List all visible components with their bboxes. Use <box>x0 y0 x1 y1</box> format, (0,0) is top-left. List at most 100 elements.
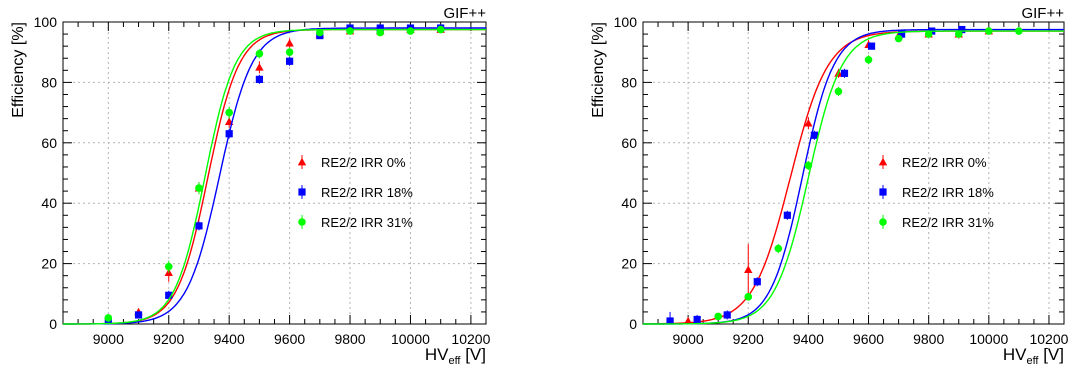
data-point <box>714 312 722 321</box>
panel-2-xlabel-sub: eff <box>1026 355 1039 366</box>
fit-curve <box>63 28 486 325</box>
data-point <box>225 108 233 117</box>
legend-marker <box>878 157 888 166</box>
y-tick-label: 100 <box>614 14 638 30</box>
data-point <box>406 27 415 35</box>
data-point <box>774 244 783 253</box>
fit-curve <box>643 30 1064 325</box>
legend-marker <box>879 188 887 196</box>
fit-curve <box>63 27 486 325</box>
x-tick-label: 9400 <box>214 331 245 347</box>
data-point <box>225 130 233 138</box>
data-point <box>376 24 384 32</box>
data-point <box>834 87 843 96</box>
x-tick-label: 9800 <box>334 331 365 347</box>
data-point <box>255 49 264 58</box>
legend-marker <box>298 218 306 226</box>
data-point <box>165 291 173 299</box>
data-point <box>783 211 791 219</box>
panel-2: 9000 9200 9400 9600 9800 10000 10200 0 20 40 60 80 1… <box>614 14 1069 347</box>
x-tick-label: 10200 <box>451 331 490 347</box>
x-tick-label: 9600 <box>853 331 884 347</box>
x-tick-label: 9200 <box>153 331 184 347</box>
x-tick-label: 10200 <box>1029 331 1068 347</box>
series-1 <box>643 26 1064 325</box>
data-point <box>744 265 753 273</box>
panel-2-tag: GIF++ <box>1021 5 1064 22</box>
data-point <box>104 314 113 322</box>
panel-2-xlabel: HVeff [V] <box>1003 345 1064 366</box>
panel-2-xlabel-unit: [V] <box>1038 345 1064 364</box>
data-point <box>195 184 203 192</box>
x-tick-label: 9000 <box>93 331 124 347</box>
x-tick-label: 9800 <box>913 331 944 347</box>
data-point <box>864 55 873 64</box>
y-tick-label: 40 <box>621 195 637 211</box>
data-point <box>898 30 906 38</box>
data-point <box>924 30 933 38</box>
chart-marks: 9000 9200 9400 9600 9800 10000 10200 0 20 40 60 80 1… <box>34 14 1069 347</box>
y-tick-label: 100 <box>34 14 58 30</box>
data-point <box>376 28 385 37</box>
legend-label: RE2/2 IRR 18% <box>902 185 994 200</box>
series-3 <box>643 27 1064 325</box>
data-point <box>985 27 993 35</box>
data-point <box>286 57 294 65</box>
y-tick-label: 0 <box>49 316 57 332</box>
legend-label: RE2/2 IRR 0% <box>902 155 987 170</box>
panel-2-ylabel: Efficiency [%] <box>590 22 607 118</box>
fit-curve <box>643 30 1064 325</box>
data-point <box>693 315 701 324</box>
panel-2-xlabel-main: HV <box>1003 345 1027 364</box>
y-tick-label: 40 <box>41 195 57 211</box>
x-tick-label: 9000 <box>673 331 704 347</box>
data-point <box>840 69 849 77</box>
y-tick-label: 60 <box>621 135 637 151</box>
y-tick-label: 80 <box>621 74 637 90</box>
x-tick-label: 9600 <box>274 331 305 347</box>
y-tick-label: 20 <box>621 256 637 272</box>
panel-1-tag: GIF++ <box>443 5 486 22</box>
data-point <box>316 28 324 37</box>
data-point <box>958 25 966 34</box>
data-point <box>744 293 753 301</box>
data-point <box>867 42 876 50</box>
data-point <box>804 161 813 170</box>
panel-1-xlabel-main: HV <box>425 345 449 364</box>
data-point <box>804 118 813 127</box>
panel-1-ylabel: Efficiency [%] <box>10 22 27 118</box>
fit-curve <box>63 28 486 325</box>
x-tick-label: 10000 <box>391 331 430 347</box>
data-point <box>134 311 143 319</box>
data-point <box>255 63 264 71</box>
panel-1-xlabel-sub: eff <box>448 355 461 366</box>
x-tick-label: 9200 <box>733 331 764 347</box>
legend-marker <box>298 188 306 196</box>
legend-label: RE2/2 IRR 0% <box>321 155 406 170</box>
y-tick-label: 80 <box>41 74 57 90</box>
plot-frame <box>62 21 487 325</box>
series-1 <box>63 25 486 325</box>
series-3 <box>63 25 486 325</box>
data-point <box>285 48 294 56</box>
data-point <box>255 75 263 83</box>
data-point <box>810 131 819 139</box>
data-point <box>683 316 693 325</box>
data-point <box>195 222 203 230</box>
y-tick-label: 60 <box>41 135 57 151</box>
data-point <box>346 27 354 35</box>
legend-label: RE2/2 IRR 31% <box>321 215 413 230</box>
data-point <box>723 311 731 319</box>
y-tick-label: 0 <box>629 316 637 332</box>
series-2 <box>63 24 486 325</box>
panel-1-xlabel: HVeff [V] <box>425 345 486 366</box>
data-point <box>164 262 173 271</box>
legend-label: RE2/2 IRR 31% <box>902 215 994 230</box>
series-2 <box>643 25 1064 325</box>
x-tick-label: 9400 <box>793 331 824 347</box>
legend-marker <box>297 157 307 166</box>
data-point <box>666 317 674 325</box>
x-tick-label: 10000 <box>969 331 1008 347</box>
